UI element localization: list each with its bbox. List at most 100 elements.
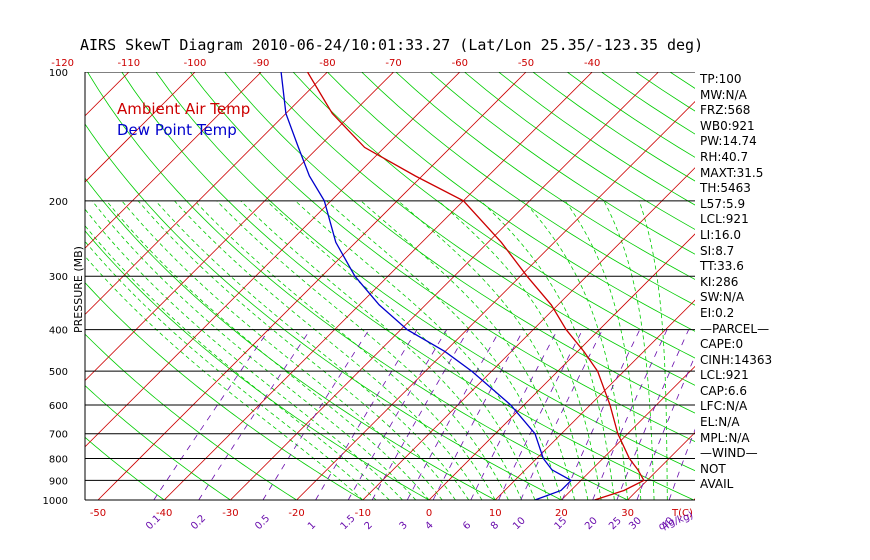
isotherm-line	[560, 365, 695, 500]
moist-adiabat-line	[91, 200, 417, 500]
isotherm-line	[163, 72, 593, 500]
dry-adiabat-line	[85, 123, 562, 500]
mixing-ratio-label: 0.5	[253, 513, 272, 532]
stability-index-item: LCL:921	[700, 368, 749, 383]
isotherm-line	[296, 101, 695, 500]
isotherm-line	[428, 233, 695, 500]
moist-adiabat-line	[85, 255, 364, 500]
stability-index-item: L57:5.9	[700, 196, 746, 211]
x-tick-label-top: -80	[319, 58, 335, 69]
x-tick-label-bottom: -20	[288, 508, 304, 519]
stability-index-item: LI:16.0	[700, 227, 741, 242]
x-tick-label-top: -100	[184, 58, 207, 69]
mixing-ratio-label: 10	[511, 515, 528, 532]
y-tick-label: 200	[49, 197, 68, 208]
y-tick-label: 800	[49, 455, 68, 466]
dry-adiabat-line	[189, 72, 695, 443]
stability-index-item: FRZ:568	[700, 103, 751, 118]
mixing-ratio-line	[153, 329, 270, 500]
y-axis-label: PRESSURE (MB)	[72, 246, 85, 333]
dry-adiabat-line	[85, 385, 231, 500]
isotherm-line	[85, 72, 461, 448]
isotherm-line	[85, 72, 328, 315]
stability-indices-panel: TP:100 MW:N/A FRZ:568 WB0:921 PW:14.74 RH:40.…	[700, 72, 865, 493]
x-tick-label-top: -90	[253, 58, 269, 69]
stability-index-item: TT:33.6	[700, 259, 744, 274]
x-tick-label-bottom: -40	[156, 508, 172, 519]
y-tick-label: 700	[49, 430, 68, 441]
mixing-ratio-label: 6	[461, 520, 473, 532]
mixing-ratio-label: 3	[398, 520, 410, 532]
isotherm-line	[0, 52, 16, 509]
y-tick-label: 1000	[43, 496, 68, 507]
moist-adiabat-line	[121, 200, 443, 500]
isotherm-line	[97, 72, 527, 500]
moist-adiabat-line	[480, 200, 615, 500]
x-tick-label-bottom: 10	[489, 508, 502, 519]
dry-adiabat-line	[327, 72, 695, 332]
stability-index-item: RH:40.7	[700, 149, 749, 164]
isotherm-line	[85, 72, 196, 183]
mixing-ratio-label: 20	[583, 515, 600, 532]
mixing-ratio-label: 8	[489, 520, 501, 532]
moist-adiabat-line	[266, 200, 536, 500]
moist-adiabat-line	[638, 200, 668, 500]
isotherm-line	[229, 72, 659, 500]
dry-adiabat-line	[155, 72, 695, 472]
stability-index-item: LCL:921	[700, 212, 749, 227]
stability-index-item: —PARCEL—	[700, 321, 770, 336]
mixing-ratio-label: 0.2	[189, 513, 208, 532]
isotherm-line	[494, 299, 695, 500]
moist-adiabat-line	[603, 200, 655, 500]
stability-index-item: SW:N/A	[700, 290, 745, 305]
dry-adiabat-line	[395, 72, 695, 280]
x-tick-label-top: -110	[117, 58, 140, 69]
mixing-ratio-line	[636, 355, 695, 500]
stability-index-item: MAXT:31.5	[700, 165, 764, 180]
dry-adiabat-line	[85, 333, 297, 500]
stability-index-item: SI:8.7	[700, 243, 735, 258]
mixing-ratio-label: 1	[306, 520, 318, 532]
moist-adiabat-line	[240, 200, 523, 500]
mixing-ratio-line	[498, 329, 583, 500]
stability-index-item: CINH:14363	[700, 352, 773, 367]
chart-grid	[0, 52, 695, 509]
x-tick-label-bottom: -50	[90, 508, 106, 519]
moist-adiabat-line	[85, 208, 403, 500]
y-tick-label: 900	[49, 476, 68, 487]
dry-adiabat-line	[429, 72, 695, 255]
dry-adiabat-line	[85, 436, 165, 500]
dry-adiabat-line	[361, 72, 695, 306]
x-tick-label-top: -50	[518, 58, 534, 69]
moist-adiabat-line	[194, 200, 496, 500]
mixing-ratio-label: 4	[423, 520, 435, 532]
x-unit-label: T(C)	[671, 508, 693, 519]
stability-index-item: —WIND—	[700, 446, 758, 461]
stability-index-item: TP:100	[700, 72, 742, 86]
dry-adiabat-line	[85, 282, 364, 500]
dew-point-temp-line	[280, 72, 573, 500]
dry-adiabat-line	[292, 72, 695, 359]
ambient-air-temp-line	[306, 72, 645, 500]
stability-index-item: WB0:921	[700, 118, 755, 133]
legend-dew-point-temp: Dew Point Temp	[117, 121, 237, 139]
stability-index-item: EI:0.2	[700, 305, 735, 320]
y-tick-label: 100	[49, 68, 68, 79]
stability-index-item: AVAIL	[700, 477, 734, 492]
y-tick-label: 300	[49, 272, 68, 283]
stability-index-item: CAPE:0	[700, 337, 744, 352]
legend-ambient-air-temp: Ambient Air Temp	[117, 100, 251, 118]
x-tick-label-top: -70	[385, 58, 401, 69]
moist-adiabat-line	[137, 200, 456, 500]
mixing-ratio-line	[315, 329, 418, 500]
moist-adiabat-line	[106, 200, 430, 500]
stability-index-item: TH:5463	[700, 181, 751, 196]
stability-index-item: LFC:N/A	[700, 399, 748, 414]
stability-index-item: EL:N/A	[700, 415, 740, 430]
stability-index-item: NOT	[700, 461, 726, 476]
moist-adiabat-line	[564, 200, 642, 500]
chart-series	[280, 72, 645, 500]
stability-index-item: MPL:N/A	[700, 430, 750, 445]
moist-adiabat-line	[295, 200, 549, 500]
